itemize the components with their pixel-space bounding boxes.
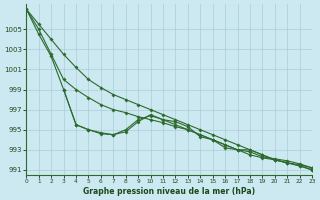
X-axis label: Graphe pression niveau de la mer (hPa): Graphe pression niveau de la mer (hPa) [83, 187, 255, 196]
